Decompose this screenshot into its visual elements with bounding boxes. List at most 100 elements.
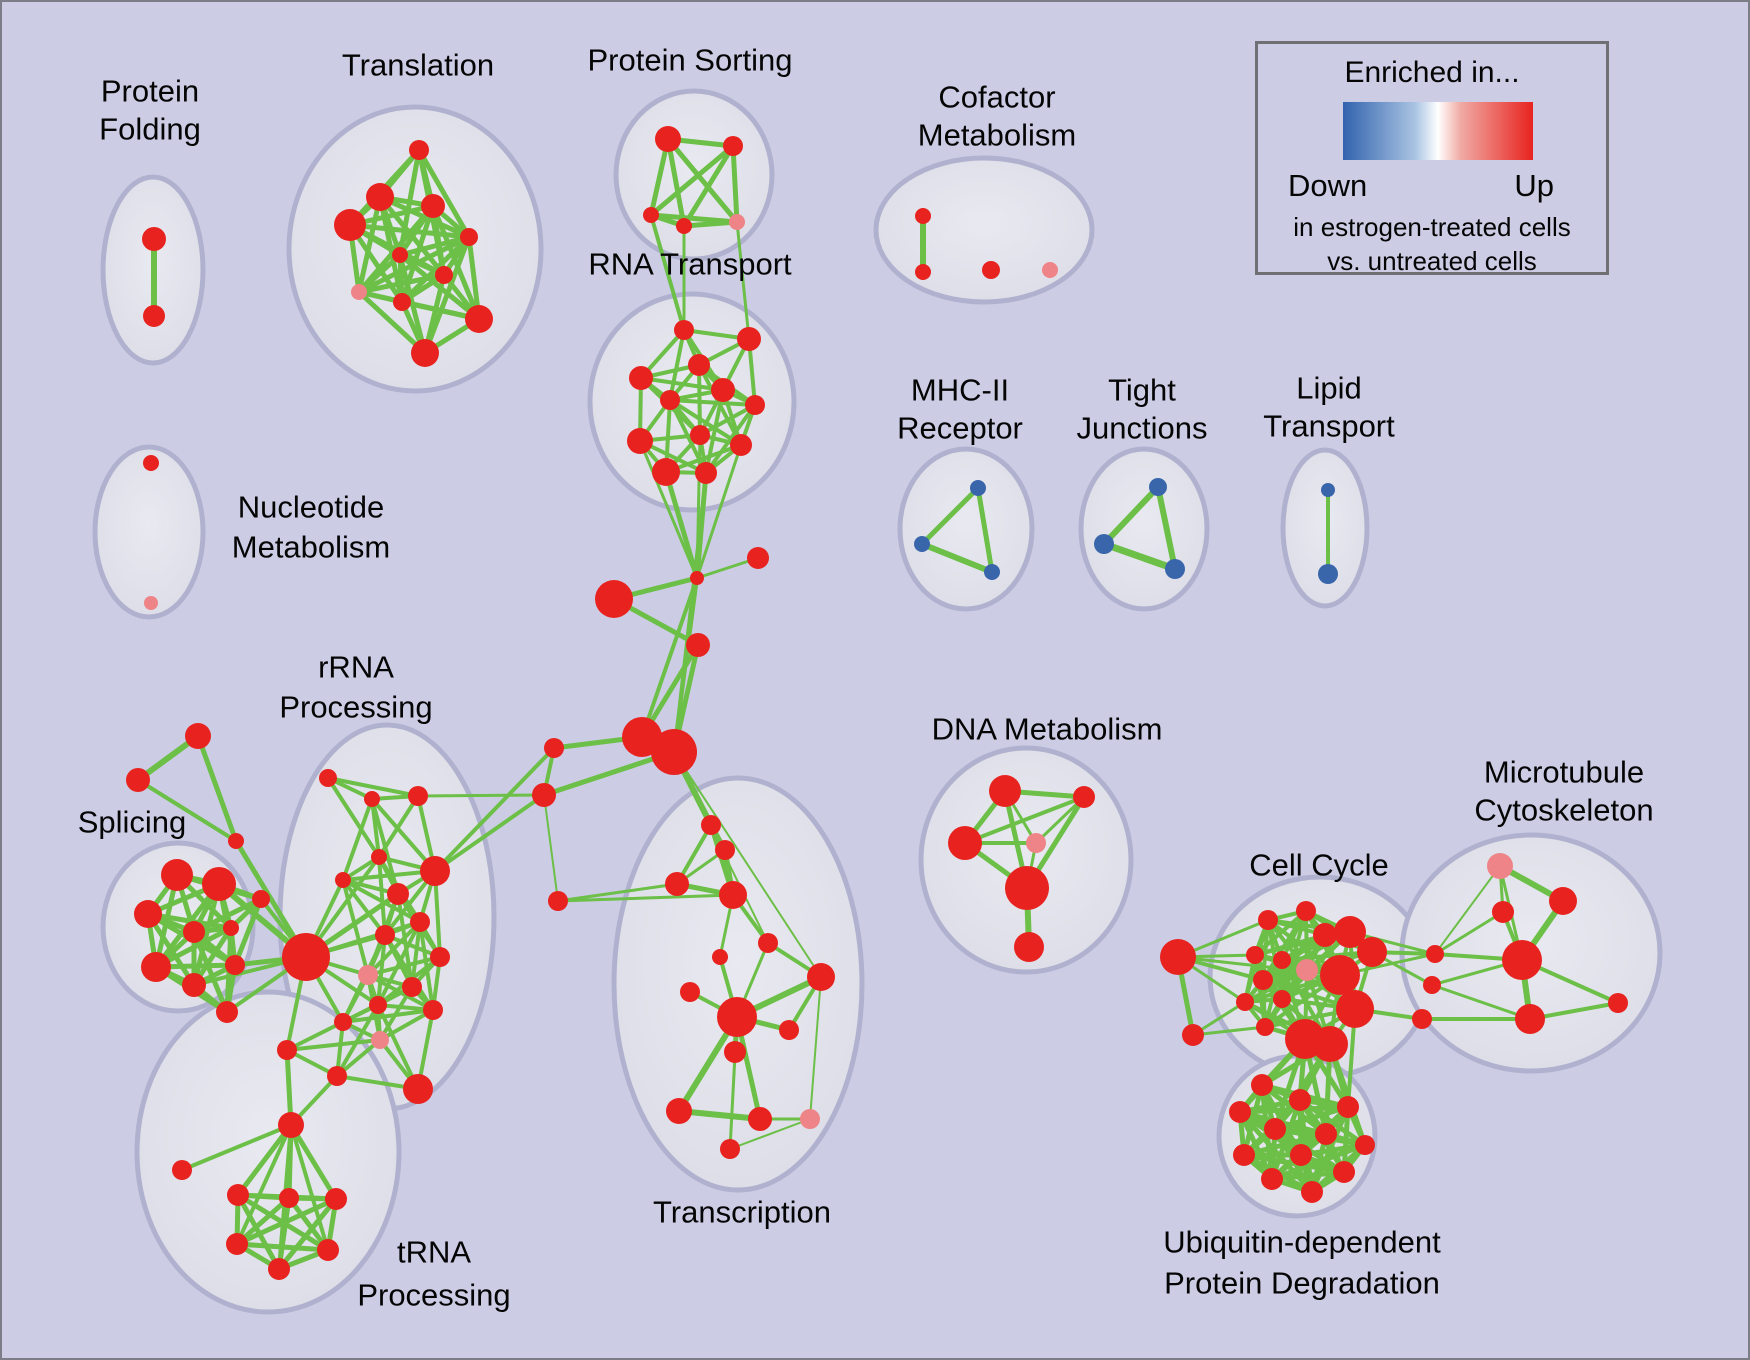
gene-set-node: [403, 1074, 433, 1104]
gene-set-node: [126, 768, 150, 792]
gene-set-node: [317, 1239, 339, 1261]
enrichment-overlap-edge: [704, 403, 757, 475]
gene-set-node: [660, 390, 680, 410]
legend-up-label: Up: [1514, 168, 1554, 203]
enrichment-overlap-edge: [1433, 910, 1505, 956]
gene-set-node: [1355, 1135, 1375, 1155]
cluster-label-protein-folding: Protein: [101, 74, 199, 109]
gene-set-node: [652, 458, 680, 486]
enrichment-overlap-edge: [416, 147, 472, 240]
enrichment-overlap-edge: [341, 878, 387, 937]
gene-set-node: [758, 933, 778, 953]
enrichment-overlap-edge: [676, 1108, 763, 1122]
legend-down-label: Down: [1288, 168, 1368, 203]
gene-set-node: [223, 920, 239, 936]
cluster-label-rna-transport: RNA Transport: [588, 247, 792, 282]
gene-set-node: [676, 218, 692, 234]
gene-set-node: [712, 949, 728, 965]
enrichment-overlap-edge: [665, 136, 740, 225]
gene-set-node: [183, 921, 205, 943]
cluster-label-nucleotide-metabolism: Metabolism: [232, 530, 391, 565]
cluster-label-cell-cycle: Cell Cycle: [1249, 848, 1389, 883]
gene-set-node: [914, 536, 930, 552]
gene-set-node: [1026, 833, 1046, 853]
gene-set-node: [1412, 1009, 1432, 1029]
enrichment-overlap-edge: [376, 1003, 420, 1091]
enrichment-overlap-edge: [1034, 795, 1086, 845]
gene-set-node: [984, 564, 1000, 580]
enrichment-overlap-edge: [289, 1123, 330, 1252]
gene-set-node: [915, 208, 931, 224]
cluster-ellipse-tight-junctions: [1078, 446, 1210, 612]
cluster-ellipse-protein-sorting: [613, 88, 775, 262]
gene-set-node: [1014, 932, 1044, 962]
enrichment-overlap-edge: [234, 1196, 339, 1247]
gene-set-node: [643, 207, 659, 223]
enrichment-overlap-edge: [1269, 1169, 1347, 1182]
enrichment-overlap-edge: [234, 1241, 331, 1253]
enrichment-overlap-edge: [276, 1195, 292, 1272]
cluster-label-trna-processing: tRNA: [397, 1235, 471, 1270]
gene-set-node: [1549, 887, 1577, 915]
gene-set-node: [393, 293, 411, 311]
gene-set-node: [1336, 990, 1374, 1028]
gene-set-node: [1487, 853, 1513, 879]
enrichment-overlap-edge: [672, 576, 699, 754]
gene-set-node: [1321, 483, 1335, 497]
gene-set-node: [1233, 1144, 1255, 1166]
gene-set-node: [421, 194, 445, 218]
legend-subtitle-line1: in estrogen-treated cells: [1293, 212, 1571, 242]
cluster-label-microtubule-cytoskeleton: Microtubule: [1484, 755, 1644, 790]
gene-set-node: [228, 833, 244, 849]
enrichment-overlap-edge: [729, 1118, 811, 1150]
enrichment-overlap-edge: [1100, 540, 1179, 573]
gene-set-node: [411, 339, 439, 367]
gene-set-node: [142, 227, 166, 251]
gene-set-node: [729, 214, 745, 230]
enrichment-overlap-edge: [919, 485, 981, 547]
gene-set-node: [141, 952, 171, 982]
enrichment-overlap-edge: [673, 751, 822, 978]
enrichment-overlap-edge: [1253, 933, 1327, 957]
cluster-label-cofactor-metabolism: Cofactor: [938, 80, 1055, 115]
gene-set-node: [666, 1098, 692, 1124]
enrichment-overlap-edge: [640, 576, 699, 739]
enrichment-overlap-edge: [235, 1122, 294, 1198]
gene-set-node: [387, 883, 409, 905]
gene-set-node: [144, 596, 158, 610]
enrichment-overlap-edge: [1430, 983, 1532, 1021]
enrichment-overlap-edge: [704, 388, 725, 475]
enrichment-overlap-edge: [1237, 1104, 1351, 1115]
enrichment-overlap-edge: [681, 143, 736, 229]
cluster-label-rrna-processing: Processing: [279, 690, 432, 725]
gene-set-node: [364, 791, 380, 807]
legend-subtitle-line2: vs. untreated cells: [1327, 246, 1537, 276]
enrichment-overlap-edge: [809, 976, 822, 1120]
enrichment-overlap-edge: [366, 955, 442, 977]
gene-set-node: [680, 982, 700, 1002]
cluster-label-protein-sorting: Protein Sorting: [587, 43, 792, 78]
gene-set-node: [423, 1000, 443, 1020]
gene-set-node: [1608, 993, 1628, 1013]
gene-set-node: [665, 872, 689, 896]
gene-set-node: [282, 933, 330, 981]
enrichment-overlap-edge: [1241, 1131, 1329, 1158]
gene-set-node: [227, 1184, 249, 1206]
enrichment-overlap-edge: [1253, 909, 1308, 957]
gene-set-node: [651, 729, 697, 775]
enrichment-overlap-edge: [975, 485, 995, 575]
gene-set-node: [143, 305, 165, 327]
enrichment-overlap-edge: [430, 203, 482, 322]
gene-set-node: [278, 1112, 304, 1138]
gene-set-node: [532, 783, 556, 807]
cluster-label-microtubule-cytoskeleton: Cytoskeleton: [1474, 793, 1653, 828]
cluster-label-cofactor-metabolism: Metabolism: [918, 118, 1077, 153]
gene-set-node: [701, 815, 721, 835]
gene-set-node: [723, 136, 743, 156]
gene-set-node: [1258, 910, 1278, 930]
enrichment-overlap-edge: [356, 289, 428, 356]
cluster-label-rrna-processing: rRNA: [318, 650, 394, 685]
gene-set-node: [268, 1258, 290, 1280]
cluster-label-ubiquitin-degradation: Protein Degradation: [1164, 1266, 1440, 1301]
